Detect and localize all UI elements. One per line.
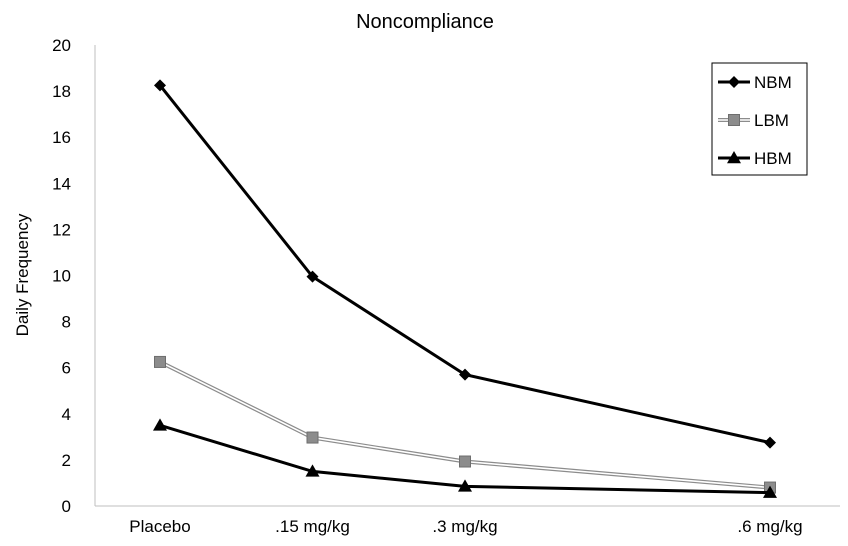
x-tick-labels: Placebo .15 mg/kg .3 mg/kg .6 mg/kg: [129, 517, 802, 536]
legend-marker-lbm: [728, 114, 740, 126]
legend-marker-nbm: [728, 76, 740, 88]
series-line-hbm: [159, 423, 771, 495]
x-tick-label: Placebo: [129, 517, 190, 536]
series-hbm: [153, 418, 777, 498]
y-tick-label: 0: [62, 497, 71, 516]
legend-marker-hbm: [727, 151, 741, 164]
series-line-lbm: [159, 361, 771, 489]
data-point-hbm: [305, 464, 320, 477]
data-point-nbm: [764, 436, 776, 449]
y-tick-label: 10: [52, 267, 71, 286]
x-tick-label: .15 mg/kg: [275, 517, 350, 536]
legend-label-nbm: NBM: [754, 73, 792, 92]
y-tick-label: 14: [52, 174, 71, 193]
y-tick-labels: 0 2 4 6 8 10 12 14 16 18 20: [52, 36, 71, 516]
x-tick-label: .6 mg/kg: [737, 517, 802, 536]
y-tick-label: 12: [52, 220, 71, 239]
y-tick-label: 2: [62, 451, 71, 470]
y-axis-title: Daily Frequency: [13, 213, 32, 336]
data-point-hbm: [458, 479, 472, 492]
series-line-lbm-outer: [159, 360, 771, 490]
data-point-hbm: [153, 418, 167, 431]
series-lbm: [154, 355, 776, 494]
chart-title: Noncompliance: [356, 11, 494, 33]
data-point-hbm: [763, 485, 777, 498]
series-nbm: [154, 79, 776, 449]
legend-label-lbm: LBM: [754, 111, 789, 130]
y-tick-label: 16: [52, 128, 71, 147]
data-point-nbm: [459, 368, 471, 381]
series-line-nbm: [158, 84, 771, 445]
series-layer: [153, 79, 777, 498]
data-point-lbm: [306, 431, 319, 444]
legend: NBM LBM HBM: [711, 62, 808, 176]
y-tick-label: 4: [62, 405, 71, 424]
y-tick-label: 18: [52, 82, 71, 101]
y-tick-label: 20: [52, 36, 71, 55]
data-point-nbm: [154, 79, 166, 92]
x-tick-label: .3 mg/kg: [432, 517, 497, 536]
legend-label-hbm: HBM: [754, 149, 792, 168]
data-point-nbm: [306, 270, 319, 283]
data-point-lbm: [154, 355, 166, 368]
y-tick-label: 8: [62, 313, 71, 332]
y-tick-label: 6: [62, 359, 71, 378]
data-point-lbm: [459, 455, 471, 468]
